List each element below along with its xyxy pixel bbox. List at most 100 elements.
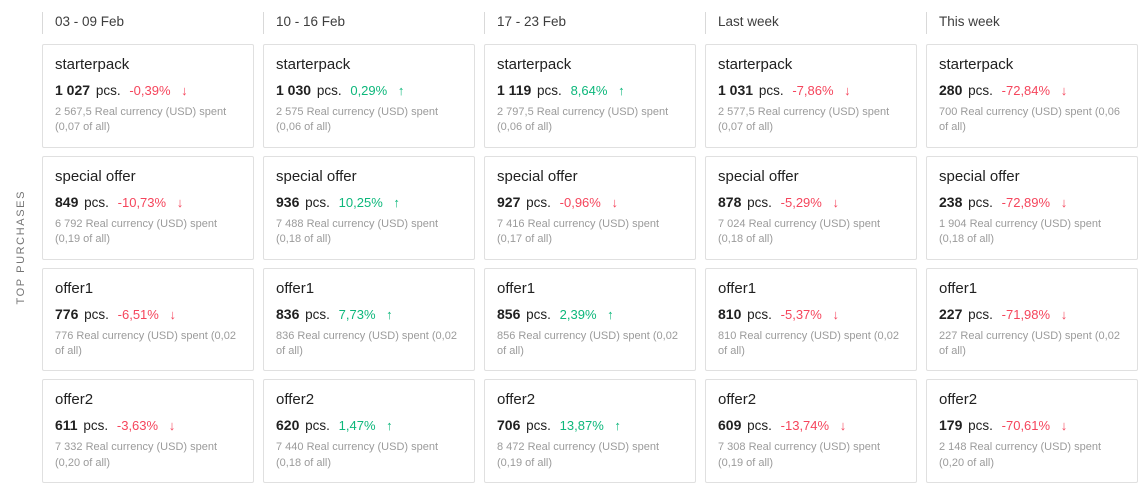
product-name: offer2: [55, 391, 94, 409]
change-percent: -0,39%: [129, 83, 171, 98]
product-name: starterpack: [55, 56, 130, 73]
pcs-count: 238: [939, 193, 963, 210]
product-name: offer1: [276, 279, 315, 297]
pcs-label: pcs.: [537, 83, 562, 98]
stat-line: 836 pcs. 7,73%: [276, 306, 462, 322]
stat-line: 238 pcs. -72,89%: [939, 194, 1125, 210]
change-percent: -3,63%: [116, 418, 159, 434]
purchase-card[interactable]: special offer 927 pcs. -0,96% 7 416 Real…: [484, 155, 696, 260]
stat-line: 927 pcs. -0,96%: [497, 194, 683, 210]
trend: -5,37%: [781, 307, 839, 322]
purchase-card[interactable]: offer1 836 pcs. 7,73% 836 Real currency …: [263, 267, 475, 372]
stat-line: 849 pcs. -10,73%: [55, 194, 241, 210]
product-name: special offer: [497, 167, 578, 185]
pcs-label: pcs.: [747, 418, 772, 434]
spent-detail: 700 Real currency (USD) spent (0,06 of a…: [939, 106, 1120, 134]
trend-arrow-icon: [1061, 83, 1068, 98]
purchase-card[interactable]: offer1 776 pcs. -6,51% 776 Real currency…: [42, 267, 254, 372]
purchase-card[interactable]: offer1 856 pcs. 2,39% 856 Real currency …: [484, 267, 696, 372]
product-name: starterpack: [497, 56, 572, 73]
spent-detail: 227 Real currency (USD) spent (0,02 of a…: [939, 329, 1120, 357]
trend-arrow-icon: [169, 418, 176, 433]
trend-arrow-icon: [607, 307, 614, 322]
product-name: starterpack: [939, 56, 1014, 73]
pcs-count: 611: [55, 417, 78, 434]
pcs-label: pcs.: [316, 83, 342, 98]
section-side-label: TOP PURCHASES: [0, 12, 42, 483]
trend: -6,51%: [118, 307, 176, 322]
spent-detail: 2 567,5 Real currency (USD) spent (0,07 …: [55, 106, 227, 134]
pcs-count: 1 119: [497, 82, 532, 98]
spent-detail: 8 472 Real currency (USD) spent (0,19 of…: [497, 441, 660, 469]
pcs-label: pcs.: [305, 418, 330, 434]
stat-line: 609 pcs. -13,74%: [718, 417, 904, 433]
period-column: 17 - 23 Feb starterpack 1 119 pcs. 8,64%…: [484, 12, 696, 483]
pcs-count: 776: [55, 305, 79, 322]
pcs-count: 706: [497, 417, 521, 434]
purchase-card[interactable]: starterpack 1 030 pcs. 0,29% 2 575 Real …: [263, 44, 475, 148]
column-header: Last week: [705, 12, 917, 34]
period-column: This week starterpack 280 pcs. -72,84% 7…: [926, 12, 1138, 483]
pcs-count: 878: [718, 193, 742, 210]
purchase-card[interactable]: special offer 878 pcs. -5,29% 7 024 Real…: [705, 155, 917, 260]
trend: -72,84%: [1002, 83, 1068, 98]
spent-detail: 856 Real currency (USD) spent (0,02 of a…: [497, 329, 678, 357]
change-percent: -72,89%: [1001, 194, 1051, 210]
section-title: TOP PURCHASES: [15, 190, 27, 305]
trend: 0,29%: [350, 83, 404, 98]
purchase-card[interactable]: offer2 179 pcs. -70,61% 2 148 Real curre…: [926, 379, 1138, 483]
spent-detail: 2 575 Real currency (USD) spent (0,06 of…: [276, 106, 439, 134]
stat-line: 776 pcs. -6,51%: [55, 306, 241, 322]
purchase-card[interactable]: offer2 609 pcs. -13,74% 7 308 Real curre…: [705, 379, 917, 483]
purchase-card[interactable]: offer2 620 pcs. 1,47% 7 440 Real currenc…: [263, 379, 475, 483]
purchase-card[interactable]: offer2 706 pcs. 13,87% 8 472 Real curren…: [484, 379, 696, 483]
pcs-label: pcs.: [95, 83, 121, 98]
pcs-label: pcs.: [968, 306, 993, 322]
change-percent: 8,64%: [570, 83, 608, 98]
pcs-label: pcs.: [526, 194, 551, 210]
pcs-count: 179: [939, 417, 963, 434]
spent-detail: 2 577,5 Real currency (USD) spent (0,07 …: [718, 106, 890, 134]
product-name: offer1: [718, 279, 757, 297]
trend: -13,74%: [781, 418, 847, 433]
purchase-card[interactable]: starterpack 1 119 pcs. 8,64% 2 797,5 Rea…: [484, 44, 696, 148]
purchase-card[interactable]: starterpack 1 027 pcs. -0,39% 2 567,5 Re…: [42, 44, 254, 148]
spent-detail: 2 797,5 Real currency (USD) spent (0,06 …: [497, 106, 669, 134]
trend: -10,73%: [118, 195, 184, 210]
pcs-count: 810: [718, 305, 742, 322]
purchase-card[interactable]: starterpack 280 pcs. -72,84% 700 Real cu…: [926, 44, 1138, 148]
period-column: 10 - 16 Feb starterpack 1 030 pcs. 0,29%…: [263, 12, 475, 483]
pcs-label: pcs.: [526, 418, 551, 434]
trend-arrow-icon: [614, 418, 621, 433]
change-percent: 7,73%: [338, 306, 376, 322]
purchase-card[interactable]: offer1 227 pcs. -71,98% 227 Real currenc…: [926, 267, 1138, 372]
product-name: special offer: [276, 167, 357, 185]
product-name: offer1: [939, 279, 978, 297]
purchase-card[interactable]: offer2 611 pcs. -3,63% 7 332 Real curren…: [42, 379, 254, 483]
stat-line: 810 pcs. -5,37%: [718, 306, 904, 322]
trend-arrow-icon: [840, 418, 847, 433]
purchase-card[interactable]: special offer 936 pcs. 10,25% 7 488 Real…: [263, 155, 475, 260]
trend: -5,29%: [781, 195, 839, 210]
stat-line: 1 027 pcs. -0,39%: [55, 82, 241, 98]
pcs-count: 849: [55, 193, 79, 210]
pcs-count: 856: [497, 305, 521, 322]
stat-line: 706 pcs. 13,87%: [497, 417, 683, 433]
trend: -71,98%: [1002, 307, 1068, 322]
spent-detail: 6 792 Real currency (USD) spent (0,19 of…: [55, 217, 218, 246]
purchase-card[interactable]: offer1 810 pcs. -5,37% 810 Real currency…: [705, 267, 917, 372]
change-percent: -0,96%: [559, 194, 601, 210]
pcs-count: 836: [276, 305, 300, 322]
spent-detail: 2 148 Real currency (USD) spent (0,20 of…: [939, 441, 1102, 469]
purchase-card[interactable]: special offer 238 pcs. -72,89% 1 904 Rea…: [926, 155, 1138, 260]
pcs-count: 1 031: [718, 82, 754, 98]
trend-arrow-icon: [386, 307, 393, 322]
pcs-label: pcs.: [968, 418, 993, 434]
trend-arrow-icon: [618, 83, 625, 98]
product-name: special offer: [55, 167, 136, 185]
purchase-card[interactable]: starterpack 1 031 pcs. -7,86% 2 577,5 Re…: [705, 44, 917, 148]
purchase-card[interactable]: special offer 849 pcs. -10,73% 6 792 Rea…: [42, 155, 254, 260]
trend: 10,25%: [339, 195, 400, 210]
column-header: This week: [926, 12, 1138, 34]
